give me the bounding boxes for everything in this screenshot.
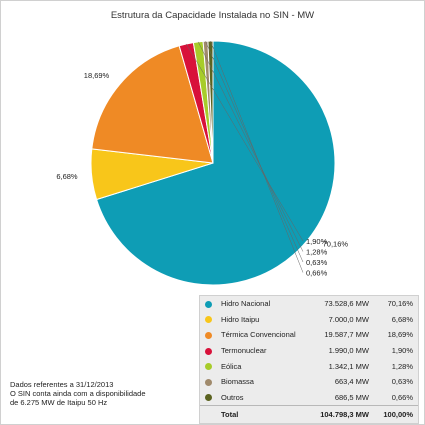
legend-swatch xyxy=(205,394,212,402)
slice-label-5: 0,63% xyxy=(306,258,328,267)
legend-swatch xyxy=(205,316,212,324)
legend-pct: 0,63% xyxy=(391,377,413,387)
legend-mw: 1.342,1 MW xyxy=(328,361,369,371)
legend-mw: 7.000,0 MW xyxy=(328,314,369,324)
note-line-2: O SIN conta ainda com a disponibilidade xyxy=(10,389,146,398)
slice-label-6: 0,66% xyxy=(306,269,328,278)
legend-total-row: Total 104.798,3 MW 100,00% xyxy=(200,405,418,424)
leader-line-3 xyxy=(186,43,304,242)
legend-name: Termonuclear xyxy=(221,346,267,356)
legend-mw: 686,5 MW xyxy=(334,392,369,402)
legend-row: Térmica Convencional 19.587,7 MW 18,69% xyxy=(200,327,418,343)
legend-mw: 1.990,0 MW xyxy=(328,346,369,356)
legend-pct: 6,68% xyxy=(391,314,413,324)
legend-row: Hidro Nacional 73.528,6 MW 70,16% xyxy=(200,296,418,312)
legend-mw: 19.587,7 MW xyxy=(324,330,369,340)
legend-row: Outros 686,5 MW 0,66% xyxy=(200,390,418,406)
pie-slice-0 xyxy=(95,40,336,286)
note-line-1: Dados referentes a 31/12/2013 xyxy=(10,380,114,389)
legend-name: Eólica xyxy=(221,361,242,371)
pie-chart: 70,16% 6,68% 18,69% 1,90% 1,28%0,63% 0,66% xyxy=(56,40,349,286)
legend-name: Térmica Convencional xyxy=(221,330,296,340)
total-mw: 104.798,3 MW xyxy=(309,405,371,424)
legend-swatch xyxy=(205,300,212,308)
legend-pct: 18,69% xyxy=(387,330,413,340)
pie-slice-6 xyxy=(207,40,214,164)
slice-label-1: 6,68% xyxy=(56,172,78,181)
note-line-3: de 6.275 MW de Itaipu 50 Hz xyxy=(10,398,108,407)
total-label: Total xyxy=(219,405,310,424)
legend-mw: 73.528,6 MW xyxy=(324,299,369,309)
legend-swatch xyxy=(205,363,212,371)
legend-mw: 663,4 MW xyxy=(334,377,369,387)
legend-name: Outros xyxy=(221,392,244,402)
legend-pct: 70,16% xyxy=(387,299,413,309)
total-pct: 100,00% xyxy=(371,405,418,424)
legend-row: Biomassa 663,4 MW 0,63% xyxy=(200,374,418,390)
legend-swatch xyxy=(205,378,212,386)
legend-row: Termonuclear 1.990,0 MW 1,90% xyxy=(200,343,418,359)
legend-pct: 0,66% xyxy=(391,392,413,402)
legend-pct: 1,90% xyxy=(391,346,413,356)
leader-line-4 xyxy=(198,41,304,252)
legend-swatch xyxy=(205,332,212,339)
legend-name: Biomassa xyxy=(221,377,254,387)
data-note: Dados referentes a 31/12/2013 O SIN cont… xyxy=(10,380,146,407)
slice-label-2: 18,69% xyxy=(84,71,110,80)
slice-label-0: 70,16% xyxy=(323,239,349,248)
legend-table: Hidro Nacional 73.528,6 MW 70,16% Hidro Ita… xyxy=(199,295,419,425)
pie-slice-2 xyxy=(91,45,214,164)
leader-line-5 xyxy=(205,41,304,263)
chart-title: Estrutura da Capacidade Instalada no SIN… xyxy=(110,10,315,21)
legend-row: Eólica 1.342,1 MW 1,28% xyxy=(200,358,418,374)
legend-name: Hidro Nacional xyxy=(221,299,271,309)
legend-swatch xyxy=(205,347,212,355)
slice-label-4: 1,28% xyxy=(306,248,328,257)
legend-name: Hidro Itaipu xyxy=(221,314,260,324)
legend-row: Hidro Itaipu 7.000,0 MW 6,68% xyxy=(200,312,418,328)
slice-label-3: 1,90% xyxy=(306,237,328,246)
leader-line-6 xyxy=(210,40,304,273)
legend-pct: 1,28% xyxy=(391,361,413,371)
